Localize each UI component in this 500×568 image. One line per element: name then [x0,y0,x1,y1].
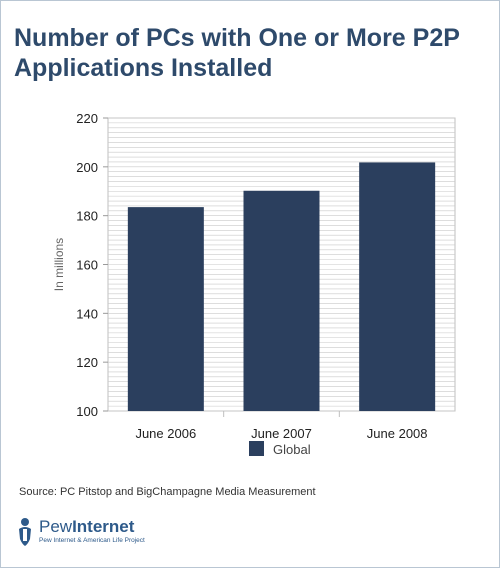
y-axis-title: In millions [52,238,66,291]
bar-june-2008 [359,162,436,411]
x-tick-label: June 2007 [251,426,312,441]
y-tick-label: 160 [76,258,98,273]
x-tick-label: June 2006 [135,426,196,441]
logo-name-internet: Internet [72,517,135,536]
logo-name: PewInternet [39,517,134,537]
legend-label: Global [273,442,311,457]
pew-person-icon [19,518,31,546]
source-note: Source: PC Pitstop and BigChampagne Medi… [19,486,316,498]
y-tick-label: 200 [76,160,98,175]
y-tick-label: 120 [76,355,98,370]
chart-title: Number of PCs with One or More P2P Appli… [14,24,460,82]
logo-tagline: Pew Internet & American Life Project [39,537,145,544]
y-tick-label: 220 [76,111,98,126]
y-tick-label: 140 [76,306,98,321]
bar-chart: 100 120 140 160 180 200 220 In millions June 200… [52,111,456,457]
y-tick-label: 100 [76,404,98,419]
logo-name-pew: Pew [39,517,73,536]
bar-june-2006 [127,207,204,411]
x-tick-label: June 2008 [367,426,428,441]
legend-swatch [249,441,264,456]
bar-june-2007 [243,190,320,411]
pew-internet-logo: PewInternet Pew Internet & American Life… [15,517,185,549]
y-tick-label: 180 [76,209,98,224]
